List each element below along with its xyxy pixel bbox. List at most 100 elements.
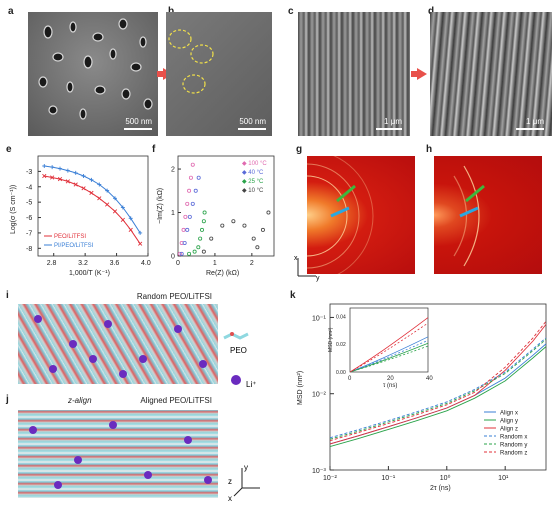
point-f-1 <box>190 201 195 206</box>
point-e-1 <box>73 170 78 175</box>
point-f-1 <box>193 188 198 193</box>
point-f-2 <box>200 227 205 232</box>
inset-line-k-0 <box>349 336 429 373</box>
sem-image-b: 500 nm <box>166 12 272 136</box>
series-line-k-2 <box>329 324 547 445</box>
legend-md: PEO Li⁺ <box>222 330 282 410</box>
legend-peo-label: PEO <box>230 346 247 355</box>
point-f-0 <box>185 201 190 206</box>
scale-bar-c <box>376 128 402 130</box>
scale-label-b: 500 nm <box>239 117 266 126</box>
triad-y: y <box>244 463 248 472</box>
axes-gh-icon: x y <box>294 255 320 282</box>
peo-icon <box>223 332 249 340</box>
scale-bar-b <box>238 128 266 130</box>
ytick-label-k: 10⁻³ <box>312 468 326 475</box>
panel-i: i Random PEO/LiTFSI <box>6 290 220 386</box>
inset-ylabel: MSD (nm²) <box>328 327 334 352</box>
point-e-0 <box>42 173 47 179</box>
point-f-1 <box>196 175 201 180</box>
inset-frame-k <box>349 307 429 373</box>
axes-triad-icon: y z x <box>228 463 260 502</box>
chart-f: 0 1 2 0 1 2 Re(Z) (kΩ) −Im(Z) (kΩ) ◆ 100 °C ◆ 40 … <box>157 155 275 277</box>
ytick-label-f: 0 <box>171 254 175 261</box>
series-line-k-1 <box>329 346 547 448</box>
chart-e: 2.8 3.2 3.6 4.0 -3 -4 -5 -6 -7 -8 1,000/T (K⁻¹) Log… <box>10 155 151 277</box>
xtick-label-e: 4.0 <box>141 260 151 267</box>
ytick-label-e: -5 <box>26 200 32 207</box>
green-arrow-g <box>336 184 356 203</box>
point-f-3 <box>260 227 265 232</box>
title-j: Aligned PEO/LiTFSI <box>140 396 212 405</box>
point-f-1 <box>187 214 192 219</box>
panel-d: d 1 μm <box>428 6 552 136</box>
title-i: Random PEO/LiTFSI <box>136 292 212 301</box>
legend-label-k-1: Align y <box>500 419 518 425</box>
md-snapshot-aligned <box>18 410 218 498</box>
panel-j: j z-align Aligned PEO/LiTFSI <box>6 394 220 502</box>
green-arrow-h <box>465 184 485 203</box>
point-f-3 <box>231 219 236 224</box>
inset-line-k-2 <box>349 317 429 373</box>
point-f-1 <box>182 240 187 245</box>
xlabel-f: Re(Z) (kΩ) <box>206 270 239 277</box>
point-f-2 <box>202 210 207 215</box>
highlight-circles <box>168 29 214 94</box>
point-e-0 <box>105 202 110 207</box>
legend-label-e-1: PI/PEO/LiTFSI <box>54 243 94 249</box>
point-f-2 <box>201 219 206 224</box>
xtick-label-k: 10⁰ <box>440 474 451 482</box>
ytick-label-e: -7 <box>26 230 32 237</box>
panel-label-i: i <box>6 290 9 301</box>
point-f-0 <box>181 227 186 232</box>
point-e-1 <box>120 205 125 210</box>
panel-label-c: c <box>288 6 294 17</box>
point-f-1 <box>179 251 184 256</box>
panel-label-e: e <box>6 144 12 155</box>
blue-arrow-h <box>459 206 479 218</box>
series-line-k-3 <box>329 337 547 439</box>
ytick-label-e: -8 <box>26 246 32 253</box>
legend-label-f-3: ◆ 10 °C <box>242 188 264 194</box>
point-e-1 <box>50 165 55 170</box>
pores-layer <box>38 18 153 120</box>
series-line-k-5 <box>329 321 547 442</box>
rings-h <box>453 165 485 267</box>
point-e-0 <box>112 209 118 214</box>
point-e-1 <box>128 216 133 221</box>
point-e-1 <box>58 166 62 171</box>
series-line-k-4 <box>329 338 547 440</box>
panel-label-d: d <box>428 6 434 17</box>
align-label-j: z-align <box>68 396 92 405</box>
xtick-label-e: 3.6 <box>110 260 120 267</box>
point-f-3 <box>220 223 225 228</box>
xtick-label-f: 0 <box>176 260 180 267</box>
panel-e: e 2.8 3.2 3.6 4.0 -3 -4 -5 -6 -7 -8 1,000/T (K⁻¹) L… <box>6 144 156 282</box>
arrow-c-to-d <box>411 68 427 80</box>
legend-label-f-0: ◆ 100 °C <box>242 161 267 167</box>
point-f-2 <box>198 236 203 241</box>
point-e-0 <box>120 217 125 222</box>
point-f-2 <box>196 245 201 250</box>
point-f-3 <box>242 223 247 228</box>
ytick-label-e: -4 <box>26 184 32 191</box>
legend-label-k-4: Random y <box>500 443 527 449</box>
point-e-0 <box>65 179 70 184</box>
plot-frame-k <box>329 303 547 471</box>
inset-ytick-label: 0.04 <box>336 314 346 320</box>
point-f-3 <box>251 236 256 241</box>
triad-z: z <box>228 477 232 486</box>
ylabel-k: MSD (nm²) <box>297 371 304 405</box>
axis-y-g: y <box>316 275 320 282</box>
panel-g: g x y <box>292 144 417 282</box>
inset-ytick-label: 0.00 <box>336 370 346 376</box>
point-f-1 <box>185 227 190 232</box>
point-f-2 <box>187 251 192 256</box>
inset-xtick-label: 20 <box>387 376 394 382</box>
ytick-label-f: 2 <box>171 167 175 174</box>
legend-label-f-2: ◆ 25 °C <box>242 179 264 185</box>
scale-label-d: 1 μm <box>526 117 544 126</box>
panel-a: a <box>8 6 158 136</box>
xtick-label-k: 10⁻¹ <box>381 475 395 482</box>
